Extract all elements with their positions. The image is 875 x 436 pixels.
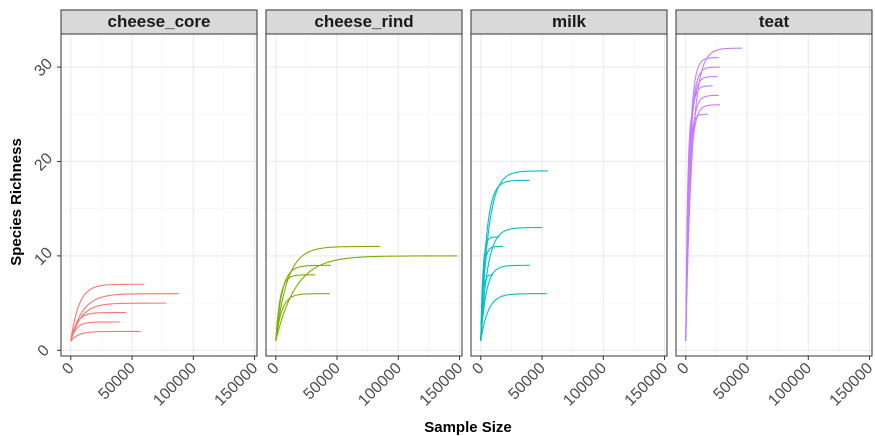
rarefaction-curve [480, 274, 494, 341]
rarefaction-curves [70, 283, 179, 342]
x-tick-label: 100000 [560, 360, 610, 410]
y-tick-label: 30 [31, 55, 56, 80]
x-tick-label: 50000 [505, 360, 549, 404]
grid-lines [471, 34, 667, 356]
panel-border [60, 33, 258, 357]
rarefaction-curve [70, 321, 120, 342]
x-tick-label: 50000 [300, 360, 344, 404]
x-tick-label: 150000 [827, 360, 875, 410]
x-tick-label: 50000 [710, 360, 754, 404]
facet-strip [675, 9, 873, 35]
x-tick-label: 100000 [150, 360, 200, 410]
facet-panel-cheese_core: cheese_core 0 50000 100000 150000 [59, 9, 262, 410]
x-tick-label: 150000 [622, 360, 672, 410]
facet-panel-cheese_rind: cheese_rind 0 50000 100000 150000 [264, 9, 467, 410]
rarefaction-curves [275, 245, 458, 342]
rarefaction-curves [685, 47, 743, 341]
rarefaction-curve [70, 283, 145, 342]
x-tick-label: 100000 [355, 360, 405, 410]
x-tick-label: 0 [264, 360, 282, 378]
x-tick-label: 100000 [765, 360, 815, 410]
facet-panel-teat: teat 0 50000 100000 150000 [674, 9, 875, 410]
facet-strip-label: cheese_core [107, 12, 210, 31]
y-axis-title: Species Richness [8, 138, 25, 266]
facet-strip-label: teat [759, 12, 790, 31]
rarefaction-curves [480, 170, 549, 342]
y-tick-label: 20 [31, 150, 56, 175]
panel-border [265, 33, 463, 357]
facet-strip [265, 9, 463, 35]
grid-lines [61, 34, 257, 356]
rarefaction-curve [480, 293, 547, 342]
x-tick-label: 0 [469, 360, 487, 378]
panel-border [675, 33, 873, 357]
rarefaction-curve [70, 330, 141, 342]
facet-strip [470, 9, 668, 35]
y-tick-label: 0 [35, 342, 53, 360]
rarefaction-curve [480, 264, 530, 341]
panel-border [470, 33, 668, 357]
facet-strip-label: cheese_rind [314, 12, 413, 31]
x-tick-label: 150000 [417, 360, 467, 410]
y-tick-label: 10 [31, 244, 56, 269]
facet-panel-milk: milk 0 50000 100000 150000 [469, 9, 672, 410]
x-tick-label: 0 [59, 360, 77, 378]
x-axis-title: Sample Size [424, 419, 512, 436]
facet-strip [60, 9, 258, 35]
rarefaction-curve [275, 255, 458, 342]
y-axis: 0 10 20 30 [31, 55, 61, 360]
facet-strip-label: milk [552, 12, 587, 31]
x-tick-label: 150000 [212, 360, 262, 410]
rarefaction-curve [685, 114, 693, 341]
x-tick-label: 0 [674, 360, 692, 378]
rarefaction-curve [275, 293, 330, 341]
x-tick-label: 50000 [95, 360, 139, 404]
rarefaction-curve [275, 274, 315, 341]
